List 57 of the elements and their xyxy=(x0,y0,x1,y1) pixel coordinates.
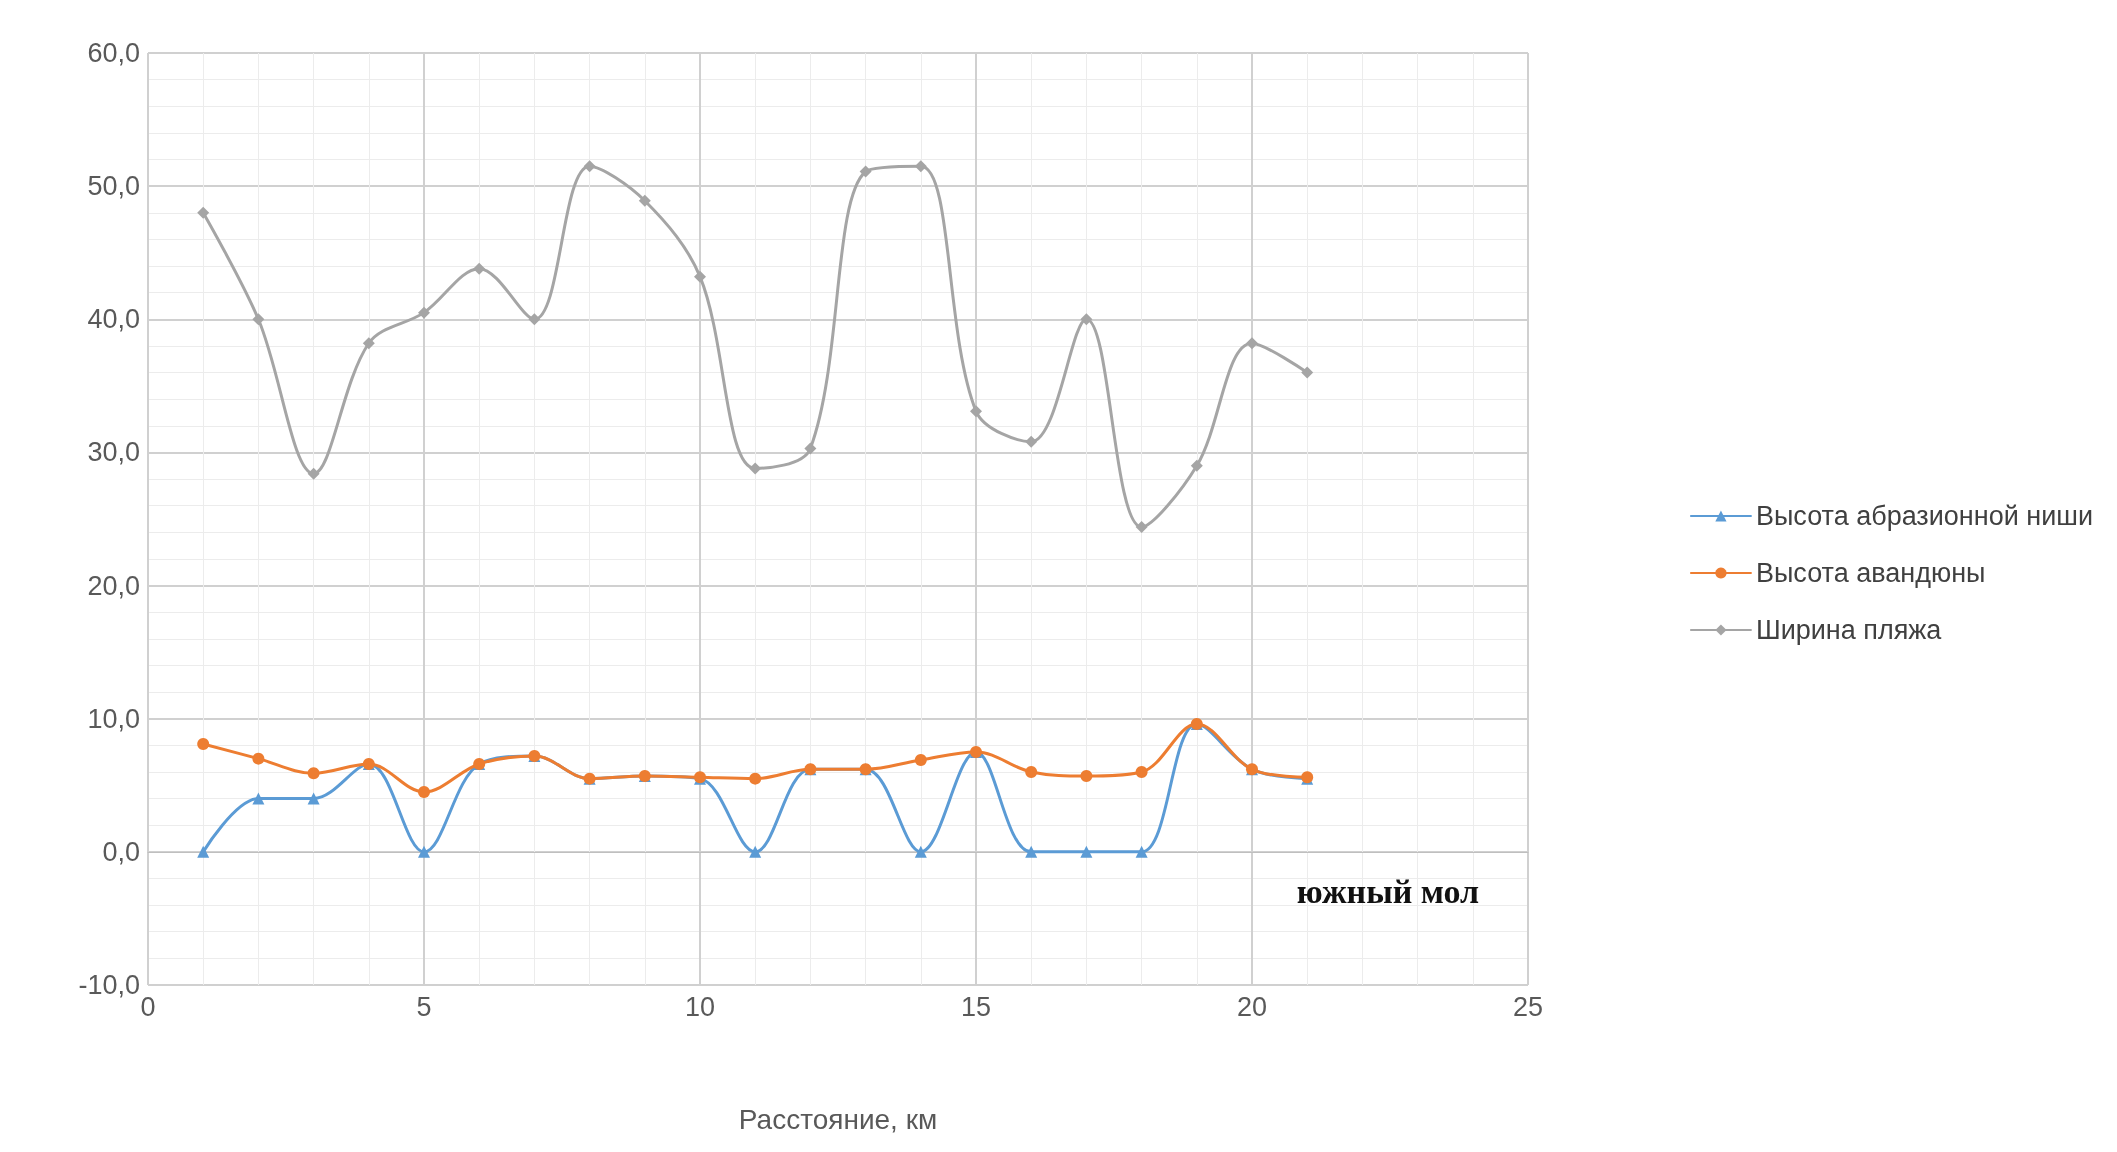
point xyxy=(473,262,486,275)
point xyxy=(252,313,265,326)
point xyxy=(197,845,210,858)
point xyxy=(1190,459,1203,472)
y-tick-label: 30,0 xyxy=(87,437,140,468)
x-tick-label: 0 xyxy=(140,991,156,1022)
x-tick-label: 15 xyxy=(960,991,992,1022)
y-tick-label: 60,0 xyxy=(87,38,140,68)
point xyxy=(749,462,762,475)
point xyxy=(418,845,430,858)
x-axis-title: Расстояние, км xyxy=(738,1103,938,1135)
point xyxy=(252,792,265,805)
y-tick-label: -10,0 xyxy=(78,970,140,1000)
point xyxy=(252,752,265,765)
point xyxy=(1135,520,1148,533)
point xyxy=(1080,769,1093,782)
x-tick-label: 5 xyxy=(416,991,432,1022)
point xyxy=(1025,765,1038,778)
y-tick-label: 40,0 xyxy=(87,304,140,335)
point xyxy=(1080,313,1093,326)
point xyxy=(638,194,651,207)
point xyxy=(197,206,210,219)
y-tick-label: 20,0 xyxy=(87,570,140,601)
point xyxy=(307,792,320,805)
point xyxy=(914,753,927,766)
point xyxy=(418,306,430,319)
point xyxy=(859,165,872,178)
point xyxy=(1080,845,1093,858)
point xyxy=(749,772,762,785)
point xyxy=(914,845,927,858)
point xyxy=(1301,366,1314,379)
point xyxy=(362,337,375,350)
point xyxy=(1135,765,1148,778)
point xyxy=(749,845,762,858)
y-tick-label: 0,0 xyxy=(102,836,140,867)
point xyxy=(583,160,596,173)
point xyxy=(1025,845,1038,858)
point xyxy=(804,442,817,455)
point xyxy=(307,767,320,780)
point xyxy=(1246,337,1258,350)
annotation: южный мол xyxy=(1296,872,1480,910)
y-tick-label: 10,0 xyxy=(87,703,140,734)
legend-label: Высота абразионной ниши xyxy=(1755,501,2094,531)
legend-label: Ширина пляжа xyxy=(1755,615,1943,645)
point xyxy=(418,785,430,798)
legend-label: Высота авандюны xyxy=(1755,558,1986,588)
y-tick-label: 50,0 xyxy=(87,171,140,202)
point xyxy=(1135,845,1148,858)
point xyxy=(1025,435,1038,448)
point xyxy=(694,270,706,283)
x-tick-label: 10 xyxy=(684,991,716,1022)
point xyxy=(307,467,320,480)
x-tick-label: 25 xyxy=(1512,991,1544,1022)
point xyxy=(970,405,982,418)
x-tick-label: 20 xyxy=(1236,991,1268,1022)
point xyxy=(197,738,210,751)
point xyxy=(528,313,541,326)
